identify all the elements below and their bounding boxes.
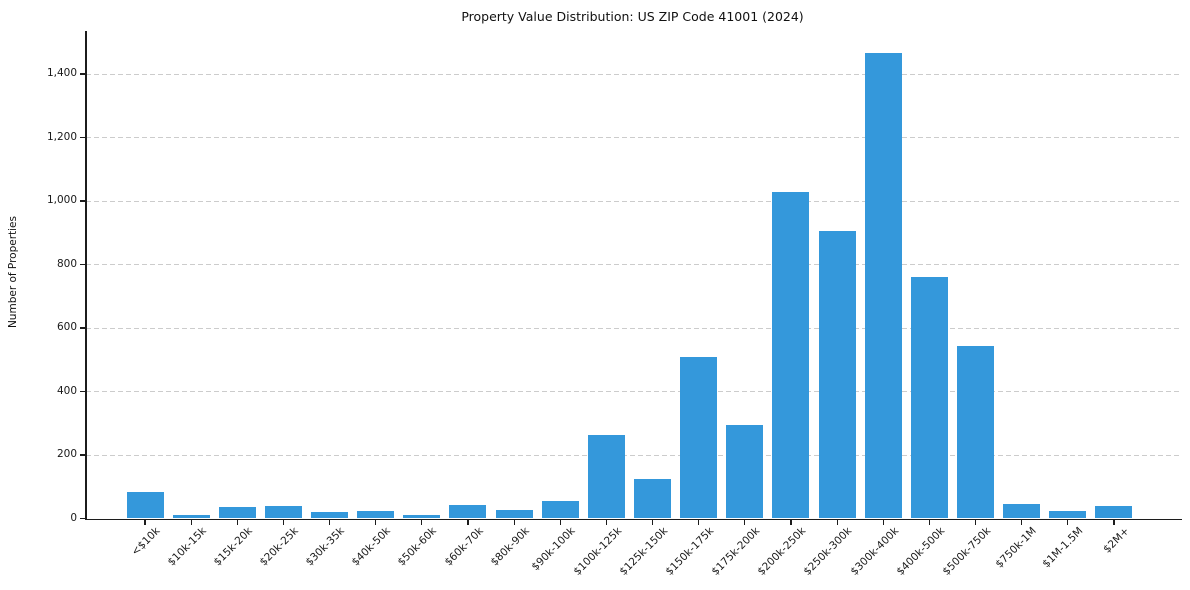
y-tick-mark	[80, 454, 85, 456]
y-tick-mark	[80, 136, 85, 139]
y-tick-label: 400	[56, 384, 77, 397]
bar	[449, 504, 487, 519]
bar	[910, 277, 948, 519]
x-tick-label: $90k-100k	[529, 525, 578, 574]
x-tick-mark	[467, 520, 469, 525]
x-tick-mark	[236, 520, 238, 525]
y-tick-label: 1,400	[46, 67, 77, 80]
x-tick-mark	[882, 520, 884, 525]
bar	[957, 346, 995, 519]
x-tick-mark	[421, 520, 423, 525]
x-tick-mark	[513, 520, 515, 525]
chart-title: Property Value Distribution: US ZIP Code…	[461, 9, 804, 24]
x-tick-mark	[651, 520, 654, 525]
y-tick-mark	[80, 73, 85, 75]
y-tick-mark	[80, 518, 85, 520]
bar	[680, 356, 718, 519]
bar	[772, 192, 810, 519]
x-tick-label: $30k-35k	[303, 525, 348, 569]
x-tick-mark	[605, 520, 607, 525]
x-tick-label: <$10k	[129, 525, 163, 559]
x-tick-label: $400k-500k	[894, 525, 947, 578]
x-tick-mark	[144, 520, 146, 525]
x-tick-label: $10k-15k	[165, 525, 209, 569]
bar	[264, 505, 302, 519]
y-tick-label: 1,000	[46, 194, 77, 207]
bar	[1003, 504, 1041, 519]
x-tick-mark	[698, 520, 700, 525]
y-tick-mark	[80, 390, 85, 393]
gridline	[86, 264, 1180, 266]
x-tick-label: $50k-60k	[395, 525, 440, 569]
x-tick-label: $300k-400k	[847, 525, 901, 578]
x-tick-label: $60k-70k	[442, 525, 486, 569]
x-tick-label: $2M+	[1100, 525, 1132, 556]
x-tick-mark	[1021, 520, 1023, 525]
bar	[541, 501, 579, 519]
bar	[818, 231, 856, 519]
x-tick-mark	[790, 520, 792, 525]
bar	[634, 478, 672, 519]
x-tick-label: $15k-20k	[211, 525, 255, 569]
x-tick-label: $40k-50k	[349, 525, 394, 569]
gridline	[86, 73, 1180, 75]
x-tick-mark	[1067, 520, 1069, 525]
y-tick-label: 600	[56, 321, 77, 334]
gridline	[86, 137, 1180, 139]
bar	[172, 515, 210, 519]
x-tick-label: $175k-200k	[709, 525, 763, 578]
bar	[1049, 511, 1087, 519]
bar	[126, 491, 164, 519]
x-tick-mark	[744, 520, 746, 525]
bar	[311, 511, 349, 519]
x-tick-label: $750k-1M	[993, 525, 1040, 571]
x-tick-mark	[375, 520, 377, 525]
y-tick-label: 200	[56, 448, 77, 461]
y-tick-label: 0	[70, 512, 77, 524]
bar	[726, 424, 764, 519]
x-tick-mark	[559, 520, 561, 525]
x-tick-label: $20k-25k	[257, 525, 301, 569]
x-tick-label: $500k-750k	[940, 525, 994, 578]
gridline	[86, 391, 1180, 393]
bar	[403, 514, 441, 519]
bar	[1095, 506, 1133, 519]
bar	[864, 53, 902, 519]
bar	[495, 509, 533, 519]
y-tick-label: 1,200	[46, 130, 77, 143]
x-tick-label: $1M-1.5M	[1040, 525, 1086, 571]
bar	[218, 507, 256, 519]
y-axis-spine	[85, 31, 87, 519]
y-tick-mark	[80, 327, 85, 329]
bar	[587, 435, 625, 519]
y-tick-label: 800	[56, 257, 77, 270]
x-tick-mark	[836, 520, 838, 525]
x-tick-mark	[328, 520, 331, 525]
x-axis-spine	[85, 518, 1182, 521]
x-tick-label: $200k-250k	[755, 525, 809, 578]
x-tick-label: $125k-150k	[617, 525, 671, 578]
y-tick-mark	[80, 200, 85, 202]
x-tick-mark	[1113, 520, 1115, 525]
x-tick-label: $100k-125k	[571, 525, 624, 578]
y-tick-mark	[80, 263, 85, 266]
y-axis-label: Number of Properties	[7, 216, 19, 329]
gridline	[86, 454, 1180, 456]
x-tick-mark	[190, 520, 192, 525]
gridline	[86, 200, 1180, 202]
x-tick-mark	[282, 520, 284, 525]
bar	[357, 511, 395, 519]
x-tick-label: $150k-175k	[663, 525, 717, 578]
gridline	[86, 327, 1180, 329]
x-tick-mark	[974, 520, 977, 525]
x-tick-mark	[928, 520, 930, 525]
x-tick-label: $250k-300k	[801, 525, 855, 578]
x-tick-label: $80k-90k	[488, 525, 532, 569]
